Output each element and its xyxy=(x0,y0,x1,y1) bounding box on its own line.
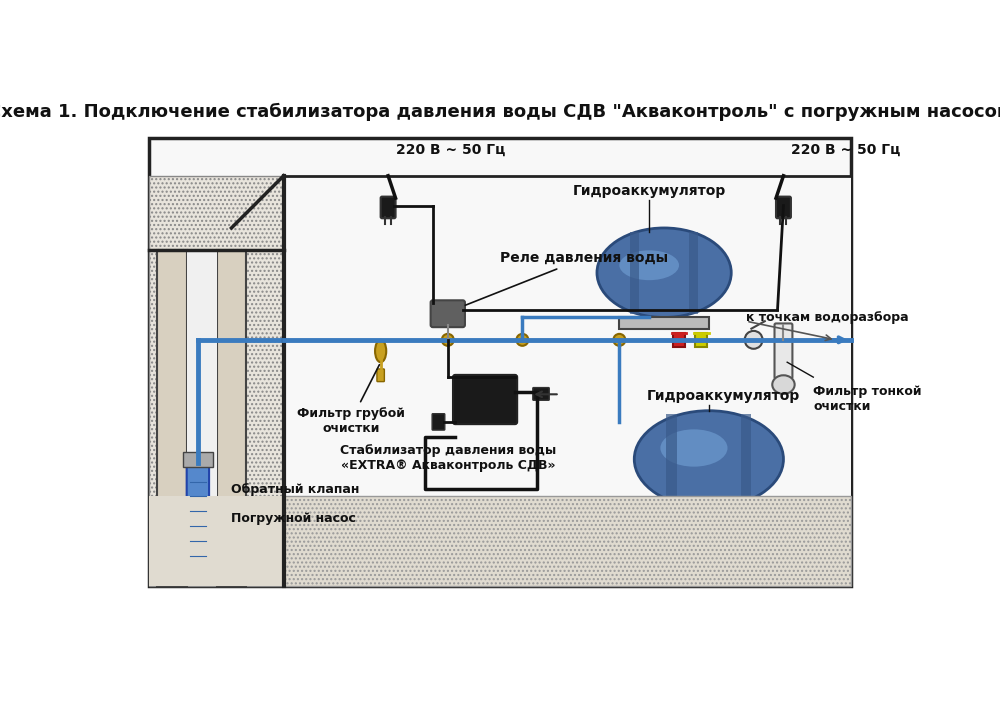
Text: Схема 1. Подключение стабилизатора давления воды СДВ "Акваконтроль" с погружным : Схема 1. Подключение стабилизатора давле… xyxy=(0,104,1000,121)
Ellipse shape xyxy=(634,411,783,508)
FancyBboxPatch shape xyxy=(741,414,751,504)
FancyBboxPatch shape xyxy=(673,333,685,346)
FancyBboxPatch shape xyxy=(657,508,761,519)
Ellipse shape xyxy=(597,228,731,318)
Text: Обратный клапан: Обратный клапан xyxy=(231,483,360,496)
FancyBboxPatch shape xyxy=(630,231,639,313)
FancyBboxPatch shape xyxy=(187,461,209,569)
Text: Погружной насос: Погружной насос xyxy=(231,513,356,526)
FancyBboxPatch shape xyxy=(377,369,384,381)
FancyBboxPatch shape xyxy=(453,375,517,424)
Text: Гидроаккумулятор: Гидроаккумулятор xyxy=(573,184,726,198)
FancyBboxPatch shape xyxy=(666,414,677,504)
Ellipse shape xyxy=(660,429,728,467)
FancyBboxPatch shape xyxy=(695,333,707,346)
FancyBboxPatch shape xyxy=(431,301,465,327)
FancyBboxPatch shape xyxy=(183,452,213,467)
Circle shape xyxy=(516,334,528,346)
Ellipse shape xyxy=(772,376,795,394)
FancyBboxPatch shape xyxy=(217,251,246,586)
Text: 220 В ~ 50 Гц: 220 В ~ 50 Гц xyxy=(396,143,505,156)
FancyBboxPatch shape xyxy=(776,196,791,218)
Text: Стабилизатор давления воды
«EXTRA® Акваконтроль СДВ»: Стабилизатор давления воды «EXTRA® Аквак… xyxy=(340,444,556,472)
Circle shape xyxy=(442,334,454,346)
FancyBboxPatch shape xyxy=(149,139,851,586)
FancyBboxPatch shape xyxy=(619,318,709,328)
FancyBboxPatch shape xyxy=(381,196,396,218)
FancyBboxPatch shape xyxy=(187,251,217,586)
FancyBboxPatch shape xyxy=(775,323,792,378)
FancyBboxPatch shape xyxy=(432,413,445,430)
Ellipse shape xyxy=(619,251,679,280)
Circle shape xyxy=(613,334,625,346)
Text: к точкам водоразбора: к точкам водоразбора xyxy=(746,311,909,324)
FancyBboxPatch shape xyxy=(157,251,187,586)
FancyBboxPatch shape xyxy=(689,231,698,313)
Text: Гидроаккумулятор: Гидроаккумулятор xyxy=(647,389,800,403)
Circle shape xyxy=(745,331,763,349)
Text: Реле давления воды: Реле давления воды xyxy=(465,251,668,306)
Text: Фильтр грубой
очистки: Фильтр грубой очистки xyxy=(297,365,405,435)
FancyBboxPatch shape xyxy=(284,176,851,586)
Text: 220 В ~ 50 Гц: 220 В ~ 50 Гц xyxy=(791,143,900,156)
Ellipse shape xyxy=(375,340,386,362)
Text: Фильтр тонкой
очистки: Фильтр тонкой очистки xyxy=(813,385,922,413)
FancyBboxPatch shape xyxy=(149,176,284,586)
FancyBboxPatch shape xyxy=(533,388,549,401)
FancyBboxPatch shape xyxy=(149,496,851,586)
